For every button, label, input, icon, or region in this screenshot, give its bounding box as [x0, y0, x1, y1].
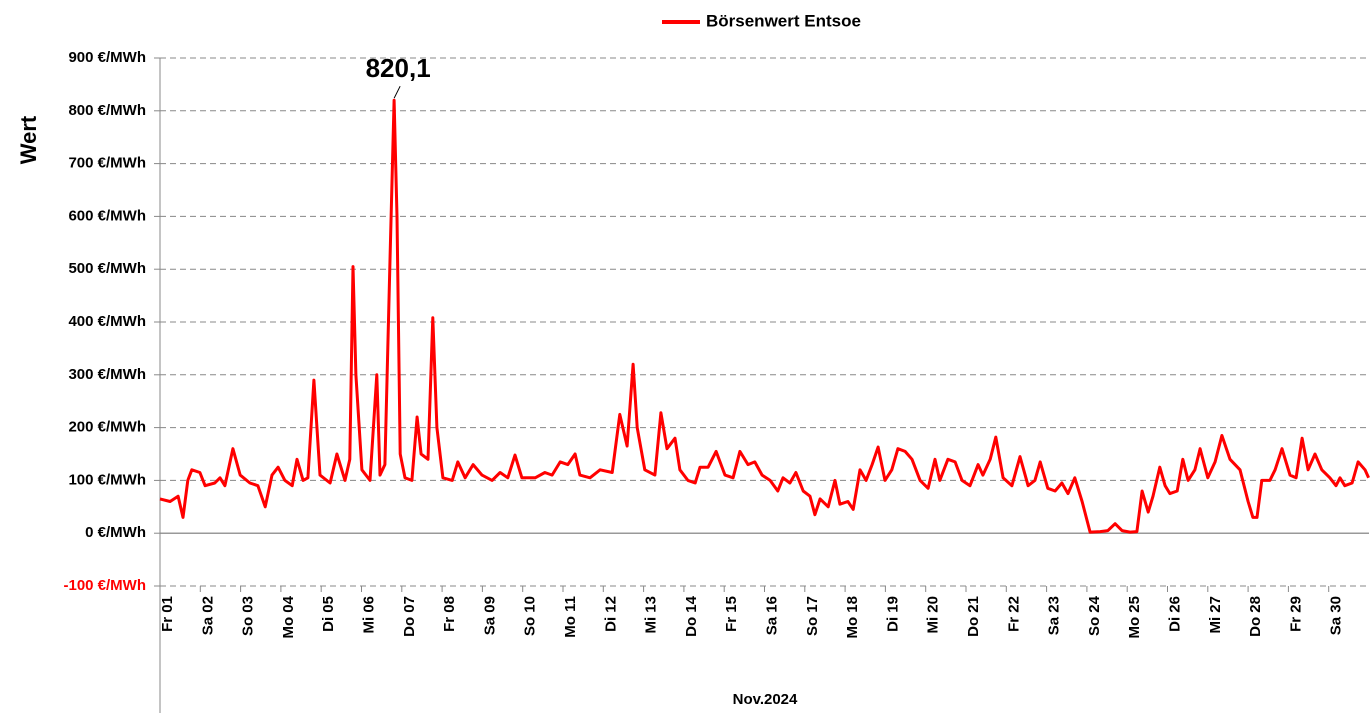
data-line [159, 98, 1370, 534]
legend-label: Börsenwert Entsoe [706, 11, 861, 30]
annotation: 820,1 [366, 53, 431, 83]
x-tick-label: Do 14 [683, 595, 700, 637]
x-tick-label: Do 21 [965, 596, 982, 637]
x-tick-label: Sa 09 [481, 596, 498, 635]
x-tick-label: Sa 23 [1046, 596, 1063, 635]
y-tick-label: -100 €/MWh [63, 577, 146, 594]
x-tick-label: Sa 30 [1328, 596, 1345, 635]
annotation-leader [393, 85, 401, 99]
y-tick-label: 500 €/MWh [68, 260, 146, 277]
y-tick-label: 800 €/MWh [68, 102, 146, 119]
y-tick-label: 100 €/MWh [68, 471, 146, 488]
x-tick-label: Mo 25 [1126, 596, 1143, 639]
x-tick-label: Mo 18 [844, 596, 861, 639]
x-axis-label: Nov.2024 [733, 691, 798, 708]
x-tick-label: Di 26 [1166, 596, 1183, 632]
x-tick-label: Fr 01 [159, 596, 176, 632]
x-tick-label: Mi 20 [925, 596, 942, 634]
x-tick-label: So 10 [522, 596, 539, 636]
y-tick-label: 300 €/MWh [68, 366, 146, 383]
y-tick-label: 0 €/MWh [85, 524, 146, 541]
x-tick-label: Mi 06 [360, 596, 377, 634]
x-tick-label: Fr 15 [723, 596, 740, 632]
y-tick-label: 700 €/MWh [68, 155, 146, 172]
x-tick-label: Di 19 [884, 596, 901, 632]
x-tick-label: So 24 [1086, 595, 1103, 636]
x-tick-label: Fr 08 [441, 596, 458, 632]
y-tick-label: 200 €/MWh [68, 419, 146, 436]
y-axis-label: Wert [16, 115, 41, 164]
x-tick-label: Sa 02 [199, 596, 216, 635]
x-tick-label: Fr 29 [1287, 596, 1304, 632]
y-tick-label: 600 €/MWh [68, 207, 146, 224]
x-tick-label: Do 07 [401, 596, 418, 637]
x-tick-label: Mo 04 [280, 595, 297, 638]
x-tick-label: Mi 13 [643, 596, 660, 634]
x-tick-label: Sa 16 [763, 596, 780, 635]
x-tick-label: Fr 22 [1005, 596, 1022, 632]
x-tick-label: Di 12 [602, 596, 619, 632]
x-tick-label: Mo 11 [562, 596, 579, 638]
x-tick-label: So 03 [240, 596, 257, 636]
x-tick-label: So 17 [804, 596, 821, 636]
x-tick-label: Do 28 [1247, 596, 1264, 637]
x-tick-label: Mi 27 [1207, 596, 1224, 634]
x-tick-label: Di 05 [320, 596, 337, 632]
y-tick-label: 400 €/MWh [68, 313, 146, 330]
y-tick-label: 900 €/MWh [68, 49, 146, 66]
